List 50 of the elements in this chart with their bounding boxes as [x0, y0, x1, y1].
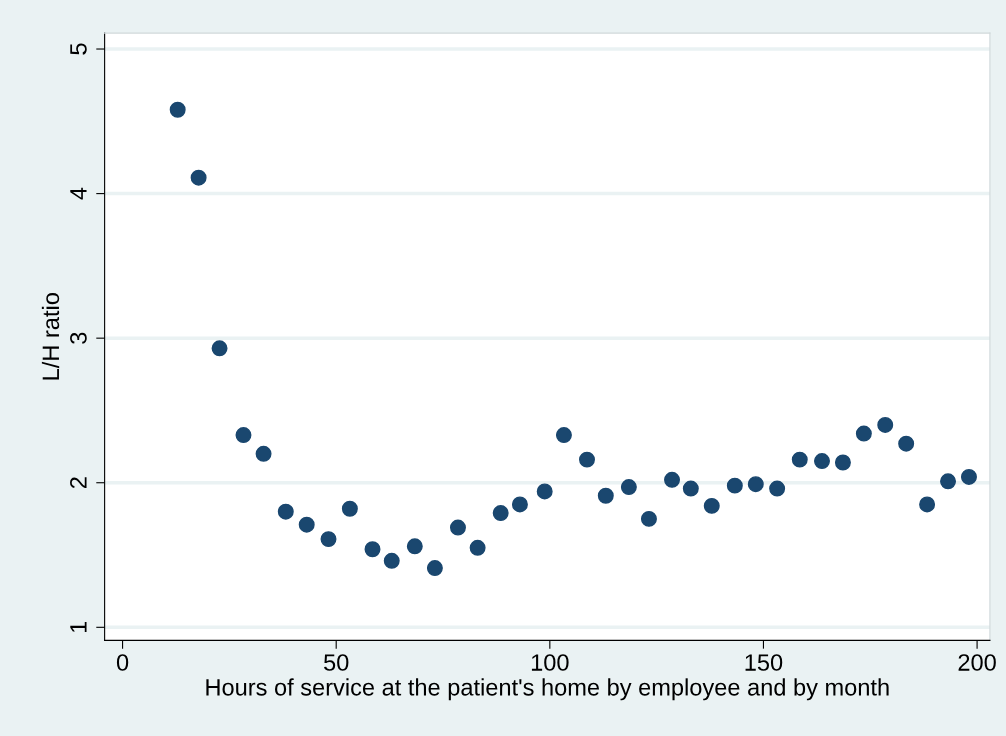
point: [940, 473, 957, 490]
x-tick-label: 0: [116, 654, 129, 671]
point: [426, 560, 443, 577]
x-axis-title: Hours of service at the patient's home by employee and by month: [206, 678, 889, 701]
point: [960, 468, 977, 485]
y-tick-label: 3: [70, 332, 87, 344]
point: [898, 435, 915, 452]
point: [597, 487, 614, 504]
point: [449, 519, 466, 536]
point: [190, 169, 207, 186]
point: [341, 500, 358, 517]
point: [703, 497, 720, 514]
point: [919, 496, 936, 513]
point: [640, 510, 657, 527]
point: [277, 503, 294, 520]
point: [747, 476, 764, 493]
point: [211, 340, 228, 357]
point: [664, 471, 681, 488]
point: [536, 483, 553, 500]
y-axis-title: L/H ratio: [41, 293, 60, 380]
point: [469, 539, 486, 556]
point: [492, 505, 509, 522]
point: [169, 101, 186, 118]
point: [877, 416, 894, 433]
y-tick-label: 1: [70, 621, 87, 633]
y-tick-label: 4: [70, 187, 87, 200]
point: [579, 451, 595, 468]
point: [406, 538, 423, 555]
point: [235, 427, 252, 444]
point: [298, 516, 315, 533]
point: [791, 451, 808, 468]
point: [620, 479, 637, 496]
point: [682, 480, 699, 497]
x-tick-label: 50: [324, 654, 349, 671]
x-tick-label: 150: [745, 654, 783, 671]
point: [855, 425, 872, 442]
y-tick-label: 5: [70, 43, 87, 55]
point: [383, 552, 400, 569]
point: [814, 453, 830, 470]
y-tick-label: 2: [70, 477, 87, 489]
point: [555, 427, 572, 444]
point: [726, 477, 743, 494]
point: [834, 454, 851, 471]
x-tick-label: 100: [531, 654, 569, 671]
x-tick-label: 200: [958, 654, 996, 671]
point: [255, 445, 272, 462]
point: [364, 541, 381, 558]
point: [769, 480, 786, 497]
point: [320, 531, 337, 548]
point: [511, 496, 528, 513]
